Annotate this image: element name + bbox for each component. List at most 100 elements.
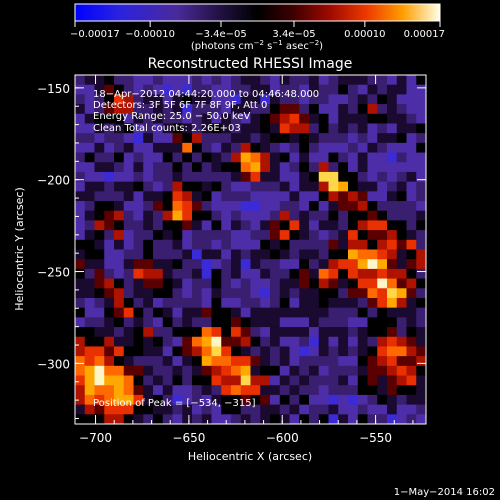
heatmap-pixel bbox=[348, 307, 359, 318]
heatmap-pixel bbox=[289, 220, 300, 231]
colorbar-tick-label: −3.4e−05 bbox=[195, 29, 247, 40]
heatmap-pixel bbox=[318, 230, 329, 241]
heatmap-pixel bbox=[123, 249, 134, 260]
heatmap-pixel bbox=[153, 259, 164, 270]
heatmap-pixel bbox=[172, 220, 183, 231]
heatmap-pixel bbox=[84, 75, 95, 86]
heatmap-pixel bbox=[182, 152, 193, 163]
heatmap-pixel bbox=[143, 249, 154, 260]
heatmap-pixel bbox=[182, 268, 193, 279]
heatmap-pixel bbox=[328, 171, 339, 183]
heatmap-pixel bbox=[182, 356, 193, 367]
heatmap-pixel bbox=[133, 75, 144, 86]
heatmap-pixel bbox=[104, 230, 115, 241]
heatmap-pixel bbox=[231, 278, 242, 289]
heatmap-pixel bbox=[123, 104, 134, 115]
heatmap-pixel bbox=[299, 113, 310, 124]
colorbar-tick-label: −0.00017 bbox=[70, 29, 120, 40]
heatmap-pixel bbox=[114, 230, 125, 241]
heatmap-pixel bbox=[123, 191, 134, 202]
heatmap-pixel bbox=[114, 113, 125, 124]
heatmap-pixel bbox=[357, 404, 368, 415]
heatmap-pixel bbox=[270, 84, 281, 95]
heatmap-pixel bbox=[162, 327, 173, 338]
heatmap-pixel bbox=[143, 181, 154, 192]
heatmap-pixel bbox=[114, 404, 125, 415]
heatmap-pixel bbox=[260, 414, 271, 424]
heatmap-pixel bbox=[406, 113, 417, 124]
heatmap-pixel bbox=[250, 336, 261, 347]
heatmap-pixel bbox=[123, 404, 134, 415]
heatmap-pixel bbox=[406, 268, 417, 279]
heatmap-pixel bbox=[104, 94, 115, 105]
heatmap-pixel bbox=[104, 104, 115, 115]
heatmap-pixel bbox=[289, 210, 300, 221]
heatmap-pixel bbox=[299, 84, 310, 95]
heatmap-pixel bbox=[104, 201, 115, 212]
heatmap-pixel bbox=[416, 142, 426, 153]
heatmap-pixel bbox=[367, 414, 378, 424]
heatmap-pixel bbox=[172, 268, 183, 279]
heatmap-pixel bbox=[279, 104, 290, 115]
heatmap-pixel bbox=[143, 327, 154, 338]
heatmap-pixel bbox=[192, 162, 203, 173]
heatmap-pixel bbox=[309, 259, 320, 270]
heatmap-pixel bbox=[387, 239, 398, 250]
heatmap-pixel bbox=[84, 152, 95, 163]
heatmap-pixel bbox=[338, 385, 349, 396]
heatmap-pixel bbox=[396, 123, 407, 134]
heatmap-pixel bbox=[260, 171, 271, 183]
heatmap-pixel bbox=[172, 259, 183, 270]
heatmap-pixel bbox=[192, 142, 203, 153]
heatmap-pixel bbox=[318, 239, 329, 250]
heatmap-pixel bbox=[338, 268, 349, 279]
heatmap-pixel bbox=[104, 259, 115, 270]
annotation-time-range: 18−Apr−2012 04:44:20.000 to 04:46:48.000 bbox=[93, 89, 319, 100]
heatmap-pixel bbox=[221, 142, 232, 153]
heatmap-pixel bbox=[328, 356, 339, 367]
heatmap-pixel bbox=[114, 317, 125, 328]
heatmap-pixel bbox=[250, 278, 261, 289]
heatmap-pixel bbox=[348, 375, 359, 386]
heatmap-pixel bbox=[367, 162, 378, 173]
heatmap-pixel bbox=[192, 278, 203, 289]
heatmap-pixel bbox=[250, 414, 261, 424]
heatmap-pixel bbox=[133, 181, 144, 192]
heatmap-pixel bbox=[153, 336, 164, 347]
heatmap-pixel bbox=[84, 288, 95, 299]
heatmap-pixel bbox=[357, 288, 368, 299]
heatmap-pixel bbox=[143, 239, 154, 250]
heatmap-pixel bbox=[377, 84, 388, 95]
heatmap-pixel bbox=[172, 375, 183, 386]
heatmap-pixel bbox=[289, 133, 300, 144]
heatmap-pixel bbox=[416, 365, 426, 376]
heatmap-pixel bbox=[231, 113, 242, 124]
heatmap-pixel bbox=[396, 152, 407, 163]
heatmap-pixel bbox=[153, 356, 164, 367]
heatmap-pixel bbox=[279, 346, 290, 357]
heatmap-pixel bbox=[143, 288, 154, 299]
heatmap-pixel bbox=[123, 317, 134, 328]
heatmap-pixel bbox=[328, 220, 339, 231]
heatmap-pixel bbox=[416, 356, 426, 367]
heatmap-pixel bbox=[387, 84, 398, 95]
heatmap-pixel bbox=[240, 414, 251, 424]
heatmap-pixel bbox=[104, 385, 115, 396]
heatmap-pixel bbox=[123, 288, 134, 299]
heatmap-pixel bbox=[221, 152, 232, 163]
heatmap-pixel bbox=[143, 297, 154, 309]
heatmap-pixel bbox=[75, 104, 86, 115]
heatmap-pixel bbox=[162, 346, 173, 357]
heatmap-pixel bbox=[94, 94, 105, 105]
heatmap-pixel bbox=[309, 394, 320, 406]
heatmap-pixel bbox=[75, 142, 86, 153]
heatmap-pixel bbox=[211, 171, 222, 183]
heatmap-pixel bbox=[338, 394, 349, 406]
heatmap-pixel bbox=[396, 259, 407, 270]
heatmap-pixel bbox=[367, 346, 378, 357]
heatmap-pixel bbox=[348, 385, 359, 396]
heatmap-pixel bbox=[221, 75, 232, 86]
heatmap-pixel bbox=[299, 104, 310, 115]
y-tick-label: −250 bbox=[37, 266, 70, 280]
heatmap-pixel bbox=[279, 191, 290, 202]
